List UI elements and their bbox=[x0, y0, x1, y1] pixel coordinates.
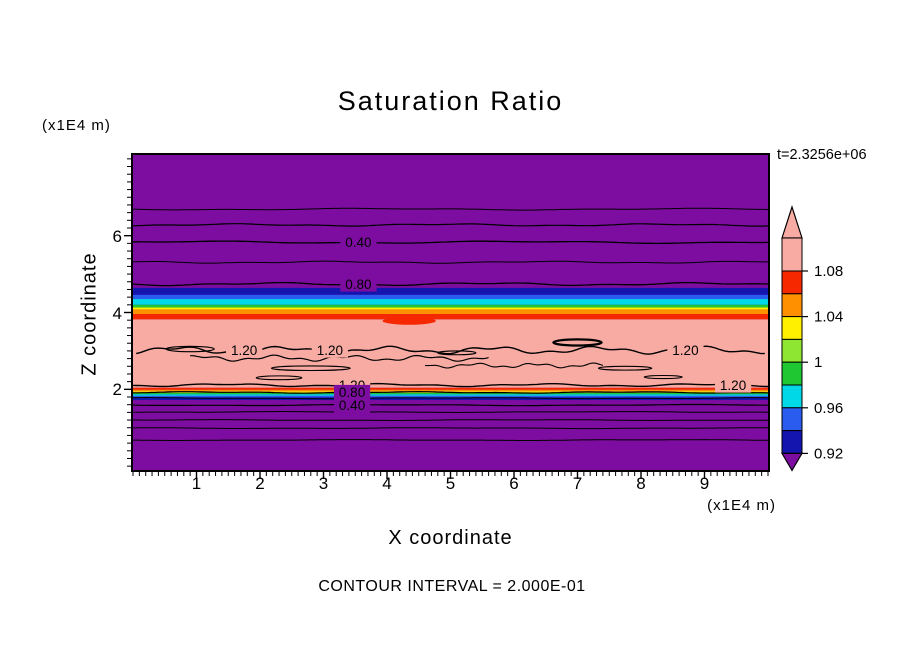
band-red bbox=[133, 387, 768, 390]
colorbar-segment-darkblue bbox=[781, 430, 803, 454]
x-tick-label: 5 bbox=[445, 474, 456, 493]
closed-contour bbox=[643, 374, 683, 380]
contour-label-bg bbox=[333, 384, 371, 400]
x-tick-label: 9 bbox=[699, 474, 710, 493]
band-yellow bbox=[133, 307, 768, 310]
colorbar-arrow-top bbox=[781, 205, 803, 239]
colorbar-label: 1.04 bbox=[814, 309, 843, 326]
band-blue bbox=[133, 294, 768, 300]
time-annotation: t=2.3256e+06 bbox=[777, 147, 867, 163]
y-tick-label: 4 bbox=[112, 303, 122, 323]
contour-label: 0.40 bbox=[339, 398, 365, 413]
contour-line bbox=[133, 223, 768, 227]
band-red bbox=[133, 314, 768, 320]
band-blob bbox=[382, 317, 436, 325]
colorbar-segment-cyan bbox=[781, 384, 803, 409]
contour-label-bg bbox=[226, 342, 263, 358]
x-tick-label: 1 bbox=[191, 474, 202, 493]
closed-contour bbox=[552, 338, 603, 347]
contour-line bbox=[133, 207, 768, 211]
closed-contour bbox=[270, 365, 351, 372]
band-green bbox=[133, 304, 768, 308]
closed-contour bbox=[437, 350, 477, 356]
band-purple bbox=[133, 400, 768, 470]
colorbar-segment-green bbox=[781, 361, 803, 386]
colorbar-segment-lightgreen bbox=[781, 338, 803, 363]
closed-contour bbox=[255, 375, 303, 381]
contour-label-bg bbox=[340, 234, 377, 250]
contour-line bbox=[133, 403, 768, 407]
contour-line bbox=[133, 281, 768, 287]
contour-line bbox=[133, 411, 768, 413]
band-orange bbox=[133, 309, 768, 315]
contour-line bbox=[133, 439, 768, 441]
contour-label: 1.20 bbox=[317, 343, 343, 358]
contour-label: 0.80 bbox=[339, 385, 365, 400]
contour-interval-note: CONTOUR INTERVAL = 2.000E-01 bbox=[318, 578, 586, 595]
contour-label: 0.80 bbox=[345, 277, 371, 292]
colorbar-label: 0.96 bbox=[814, 400, 843, 417]
y-tick-label: 2 bbox=[112, 380, 122, 400]
colorbar-segment-red bbox=[781, 270, 803, 295]
contour-label-bg bbox=[311, 342, 348, 358]
contour-label-bg bbox=[340, 276, 377, 292]
colorbar-label: 1.08 bbox=[814, 263, 843, 280]
contour-label: 0.40 bbox=[345, 235, 371, 250]
plot-area: 0.400.801.201.201.201.201.200.800.40 bbox=[131, 153, 770, 472]
contour-line bbox=[133, 427, 768, 430]
band-darkblue bbox=[133, 287, 768, 295]
band-purple bbox=[133, 155, 768, 288]
contour-line bbox=[133, 390, 768, 394]
closed-contour bbox=[597, 365, 653, 371]
closed-contour bbox=[165, 345, 215, 353]
contour-line bbox=[133, 260, 768, 264]
contour-label: 1.20 bbox=[672, 343, 698, 358]
contour-label: 1.20 bbox=[231, 343, 257, 358]
x-axis-unit-label: (x1E4 m) bbox=[707, 497, 776, 514]
colorbar-segment-orange bbox=[781, 293, 803, 318]
contour-label-bg bbox=[333, 397, 371, 413]
colorbar-label: 1 bbox=[814, 354, 822, 371]
x-tick-label: 8 bbox=[636, 474, 646, 493]
x-tick-label: 4 bbox=[382, 474, 392, 493]
band-darkblue bbox=[133, 397, 768, 401]
band-cyan bbox=[133, 394, 768, 396]
y-axis-unit-label: (x1E4 m) bbox=[42, 117, 111, 134]
band-orange bbox=[133, 389, 768, 392]
x-tick-label: 3 bbox=[318, 474, 329, 493]
colorbar-label: 0.92 bbox=[814, 445, 843, 462]
colorbar-segment-yellow bbox=[781, 316, 803, 340]
contour-line bbox=[425, 362, 604, 369]
colorbar-segment-pink bbox=[781, 237, 803, 272]
x-tick-label: 6 bbox=[509, 474, 519, 493]
x-tick-label: 7 bbox=[572, 474, 583, 493]
colorbar-segment-blue bbox=[781, 407, 803, 432]
contour-line bbox=[133, 419, 768, 422]
band-green bbox=[133, 392, 768, 395]
chart-title: Saturation Ratio bbox=[337, 86, 564, 116]
x-axis-title: X coordinate bbox=[388, 527, 513, 549]
contour-label-bg bbox=[714, 377, 752, 393]
contour-label-bg bbox=[667, 342, 704, 358]
contour-line bbox=[133, 397, 768, 400]
contour-line bbox=[133, 382, 768, 388]
contour-line bbox=[133, 240, 768, 245]
band-cyan bbox=[133, 299, 768, 305]
contour-label: 1.20 bbox=[720, 378, 746, 393]
colorbar-arrow-bottom bbox=[780, 452, 804, 472]
colorbar: 1.08 1.04 1 0.96 0.92 bbox=[780, 205, 843, 472]
x-tick-label: 2 bbox=[255, 474, 265, 493]
y-tick-label: 6 bbox=[112, 226, 122, 246]
contour-plot: 0.400.801.201.201.201.201.200.800.40 bbox=[133, 155, 768, 470]
band-blue bbox=[133, 395, 768, 398]
